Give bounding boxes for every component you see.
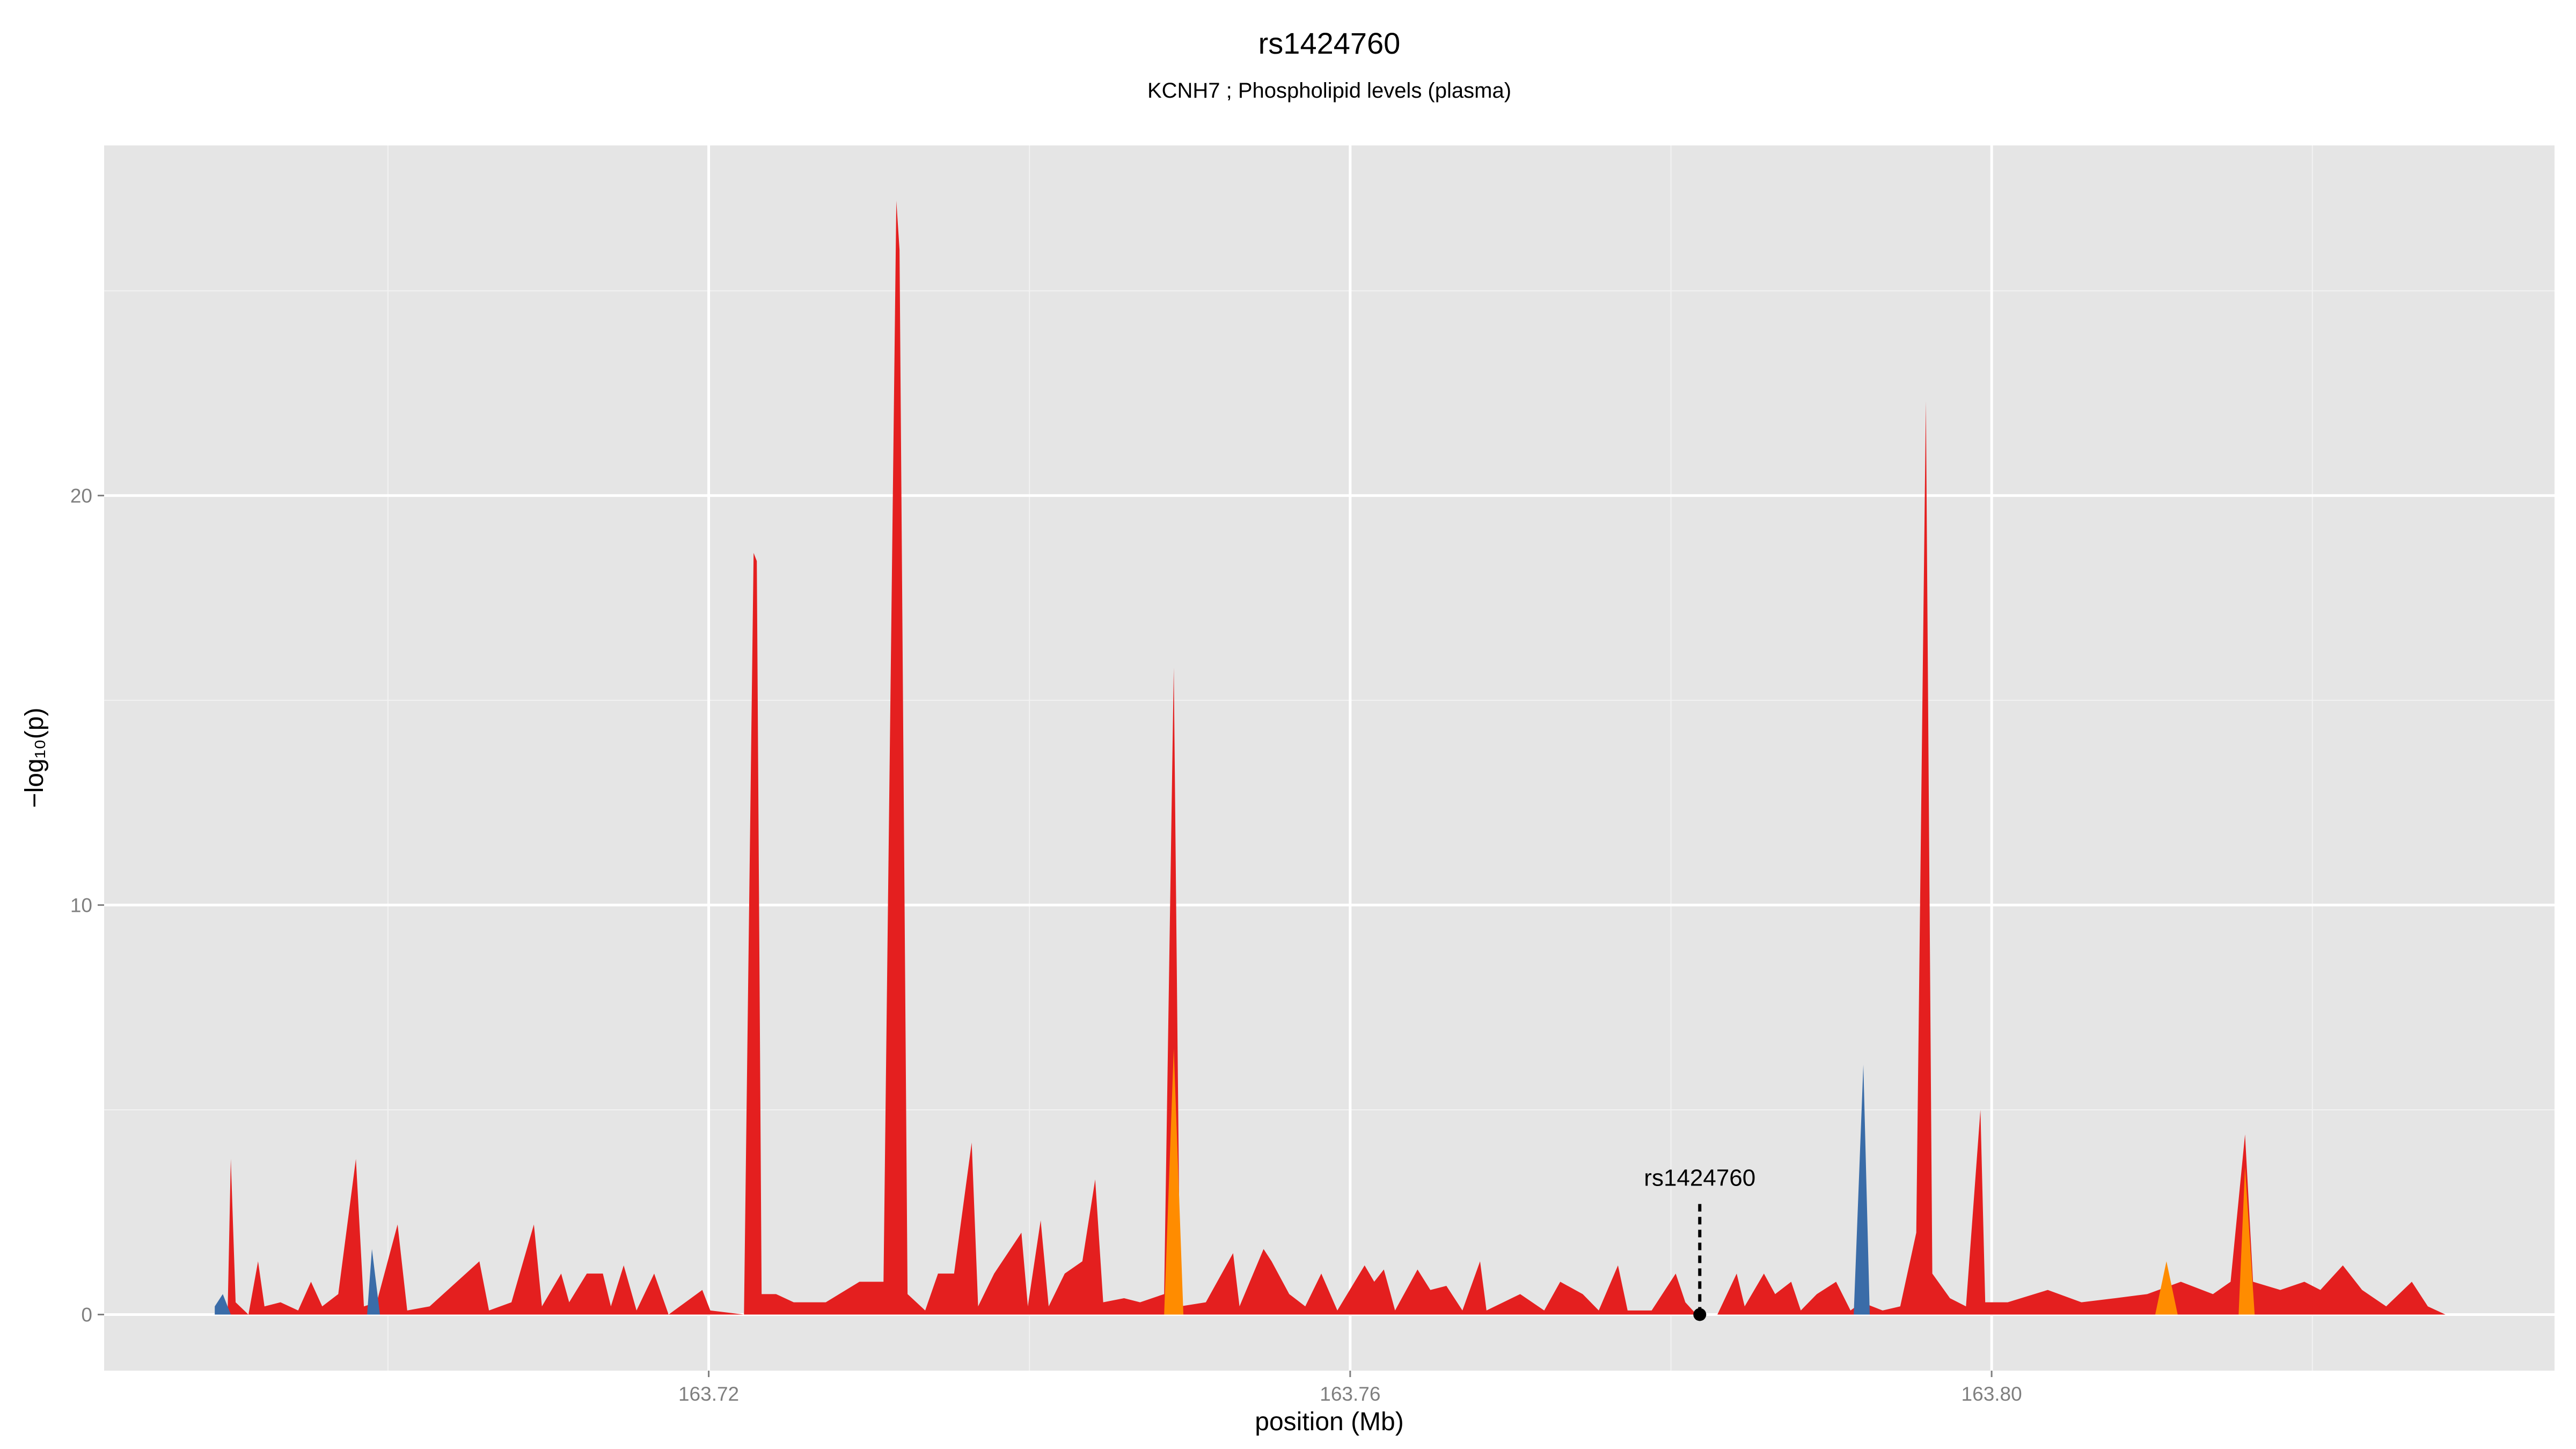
- annotation-point: [1693, 1308, 1707, 1321]
- x-axis-title: position (Mb): [1255, 1408, 1403, 1436]
- chart-title: rs1424760: [1258, 26, 1401, 60]
- x-tick-label: 163.72: [678, 1383, 739, 1405]
- y-tick-label: 0: [81, 1304, 92, 1326]
- annotation-label: rs1424760: [1644, 1165, 1755, 1191]
- x-tick-label: 163.76: [1320, 1383, 1380, 1405]
- plot-background: [104, 145, 2555, 1371]
- x-tick-label: 163.80: [1962, 1383, 2022, 1405]
- y-tick-label: 10: [70, 894, 92, 916]
- chart-subtitle: KCNH7 ; Phospholipid levels (plasma): [1147, 79, 1511, 103]
- y-axis-title: −log₁₀(p): [20, 708, 49, 808]
- y-tick-label: 20: [70, 485, 92, 507]
